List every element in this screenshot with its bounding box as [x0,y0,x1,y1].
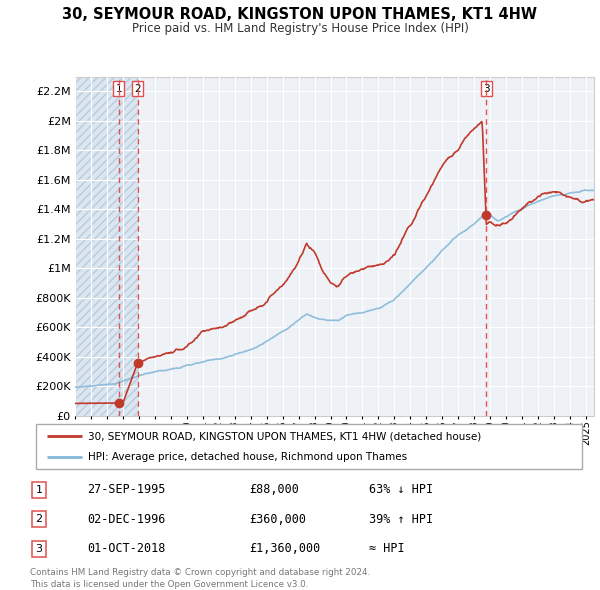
Text: 27-SEP-1995: 27-SEP-1995 [87,483,166,496]
Text: 01-OCT-2018: 01-OCT-2018 [87,542,166,555]
Text: ≈ HPI: ≈ HPI [369,542,404,555]
Text: 2: 2 [134,84,141,94]
Text: 30, SEYMOUR ROAD, KINGSTON UPON THAMES, KT1 4HW: 30, SEYMOUR ROAD, KINGSTON UPON THAMES, … [62,7,538,22]
Text: 63% ↓ HPI: 63% ↓ HPI [369,483,433,496]
Text: 1: 1 [35,485,43,494]
Text: 30, SEYMOUR ROAD, KINGSTON UPON THAMES, KT1 4HW (detached house): 30, SEYMOUR ROAD, KINGSTON UPON THAMES, … [88,432,481,442]
FancyBboxPatch shape [36,424,582,469]
Text: 2: 2 [35,514,43,524]
Text: 1: 1 [115,84,122,94]
Text: 3: 3 [35,544,43,553]
Text: 02-DEC-1996: 02-DEC-1996 [87,513,166,526]
Text: 39% ↑ HPI: 39% ↑ HPI [369,513,433,526]
Text: HPI: Average price, detached house, Richmond upon Thames: HPI: Average price, detached house, Rich… [88,453,407,463]
Bar [75,77,140,416]
Text: £1,360,000: £1,360,000 [249,542,320,555]
Text: Price paid vs. HM Land Registry's House Price Index (HPI): Price paid vs. HM Land Registry's House … [131,22,469,35]
Text: Contains HM Land Registry data © Crown copyright and database right 2024.
This d: Contains HM Land Registry data © Crown c… [30,568,370,589]
Text: £88,000: £88,000 [249,483,299,496]
Text: £360,000: £360,000 [249,513,306,526]
Text: 3: 3 [483,84,490,94]
